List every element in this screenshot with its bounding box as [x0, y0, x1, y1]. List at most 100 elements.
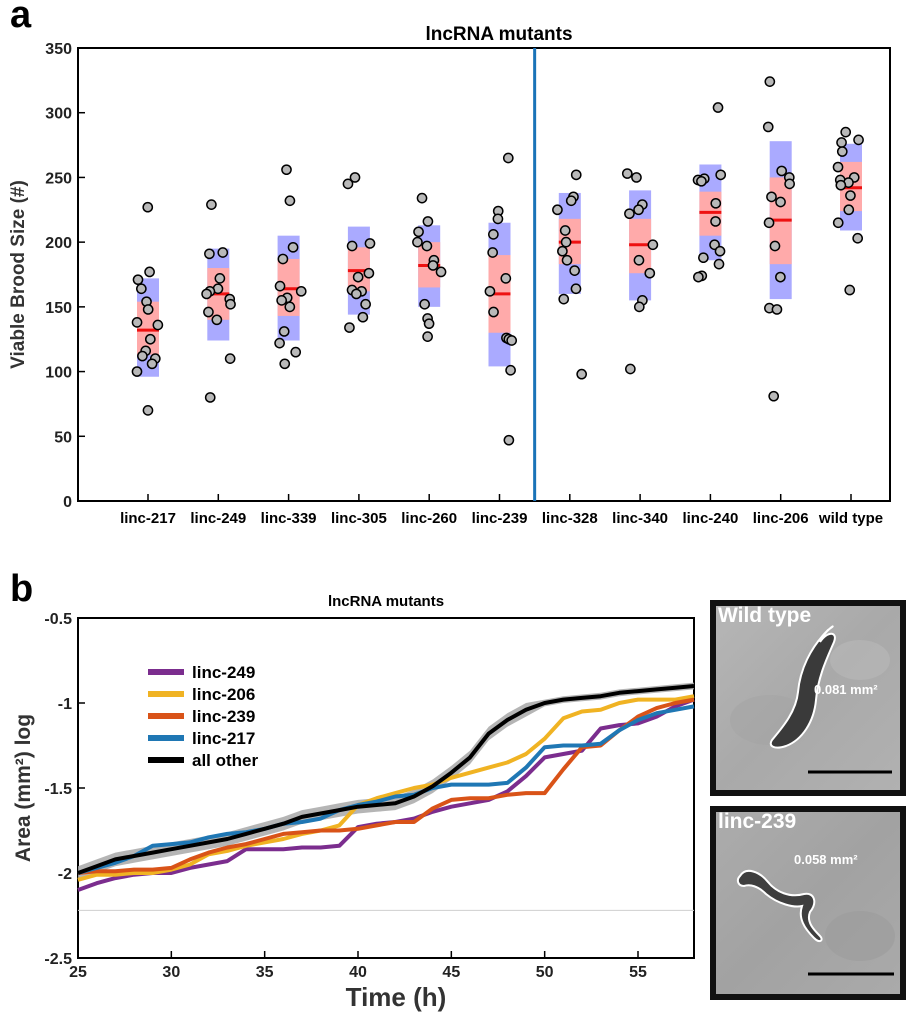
- plot-frame: [77, 47, 891, 502]
- data-point: [775, 271, 786, 283]
- y-tick-label: 300: [45, 106, 72, 123]
- x-tick-label: linc-339: [261, 510, 317, 527]
- inset-wild-type-area: 0.081 mm²: [814, 682, 878, 697]
- data-point: [349, 172, 361, 183]
- data-point: [832, 161, 844, 173]
- data-point: [557, 245, 568, 257]
- data-point: [775, 196, 786, 208]
- x-tick-label: 45: [442, 964, 460, 981]
- data-point: [484, 285, 496, 297]
- data-point: [710, 197, 722, 209]
- data-point: [412, 236, 423, 248]
- worm-outline: [736, 869, 823, 943]
- data-point: [144, 333, 156, 345]
- y-tick-label: 250: [45, 170, 72, 187]
- data-point: [344, 322, 355, 333]
- data-point: [488, 229, 499, 240]
- data-point: [290, 346, 302, 358]
- data-point: [416, 192, 428, 204]
- x-tick-label: 30: [162, 964, 180, 981]
- data-point: [506, 335, 518, 346]
- data-point: [852, 232, 864, 244]
- data-point: [274, 280, 286, 292]
- data-point: [832, 217, 844, 229]
- panel-b-letter: b: [10, 568, 34, 610]
- y-tick-label: -2: [58, 866, 72, 883]
- y-tick-label: 0: [63, 494, 72, 511]
- x-tick-label: 40: [349, 964, 367, 981]
- data-point: [225, 298, 236, 310]
- data-point: [295, 285, 307, 297]
- data-point: [561, 254, 573, 266]
- y-axis-label: Viable Brood Size (#): [8, 180, 29, 369]
- x-tick-label: 50: [536, 964, 554, 981]
- inset-wild-type: Wild type 0.081 mm²: [710, 600, 906, 796]
- data-point: [715, 169, 727, 181]
- series-line-linc-206: [77, 694, 695, 882]
- legend-label-linc-217: linc-217: [192, 729, 255, 748]
- data-point: [843, 204, 855, 216]
- x-tick-label: linc-240: [682, 510, 738, 527]
- data-point: [633, 204, 644, 216]
- x-tick-label: 25: [69, 964, 87, 981]
- data-point: [135, 283, 147, 295]
- x-tick-label: linc-239: [472, 510, 528, 527]
- data-point: [435, 266, 447, 278]
- series-line-all other: [77, 684, 695, 875]
- data-point: [279, 358, 291, 370]
- data-point: [206, 199, 217, 210]
- data-point: [214, 273, 226, 284]
- data-point: [633, 301, 645, 313]
- data-point: [427, 260, 439, 271]
- data-point: [835, 179, 847, 191]
- data-point: [710, 216, 721, 227]
- x-tick-label: linc-206: [753, 510, 809, 527]
- data-point: [500, 273, 512, 284]
- data-point: [132, 274, 144, 286]
- data-point: [505, 364, 516, 376]
- data-point: [560, 236, 572, 248]
- inset-linc-239-label: linc-239: [718, 810, 797, 833]
- data-point: [422, 331, 433, 342]
- worm-outline: [769, 625, 836, 749]
- data-point: [769, 240, 781, 252]
- data-point: [360, 298, 371, 310]
- data-point: [559, 225, 571, 236]
- legend-label-linc-249: linc-249: [192, 663, 255, 682]
- data-point: [840, 126, 852, 138]
- data-point: [284, 195, 296, 207]
- data-point: [714, 245, 726, 257]
- data-point: [274, 337, 285, 349]
- data-point: [763, 217, 775, 229]
- data-point: [422, 216, 434, 227]
- data-point: [363, 267, 375, 279]
- data-point: [146, 358, 158, 370]
- data-point: [131, 366, 143, 377]
- data-point: [421, 240, 433, 252]
- data-point: [364, 238, 376, 249]
- data-point: [776, 165, 788, 177]
- data-point: [570, 283, 582, 295]
- data-point: [142, 405, 154, 416]
- data-point: [287, 241, 299, 253]
- inset-linc-239-area: 0.058 mm²: [794, 852, 858, 867]
- x-tick-label: linc-249: [190, 510, 246, 527]
- data-point: [142, 304, 154, 315]
- data-point: [281, 164, 292, 176]
- x-tick-label: 55: [629, 964, 647, 981]
- y-tick-label: 200: [45, 235, 72, 252]
- data-point: [204, 392, 216, 403]
- data-point: [276, 295, 287, 306]
- y-tick-label: 350: [45, 41, 72, 58]
- data-point: [419, 298, 430, 310]
- confidence-band: [78, 682, 694, 880]
- data-point: [502, 152, 514, 164]
- data-point: [204, 248, 215, 260]
- data-point: [766, 191, 777, 203]
- data-point: [488, 306, 499, 318]
- brood-size-chart: lncRNA mutants 0 50 100 150 200 250 300 350 Viabl…: [8, 24, 891, 527]
- data-point: [346, 240, 358, 252]
- data-point: [633, 254, 645, 266]
- y-tick-label: -1: [58, 696, 72, 713]
